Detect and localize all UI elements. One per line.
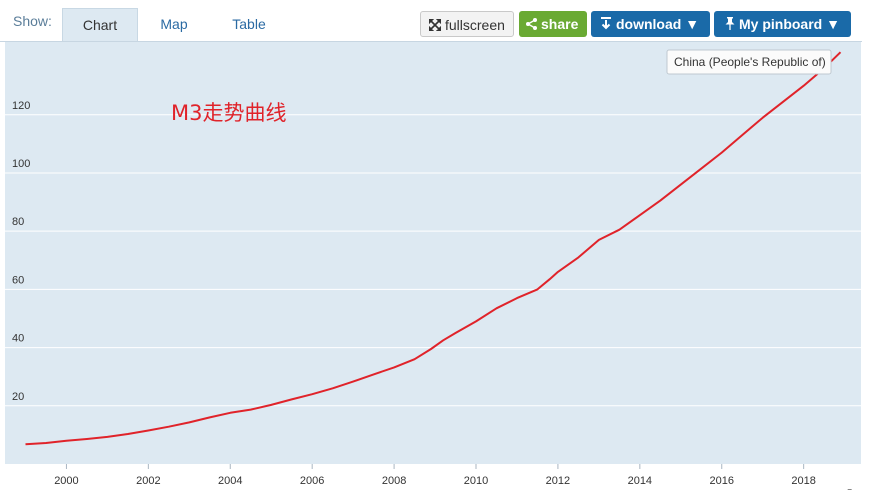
y-tick-label: 20 xyxy=(12,391,24,403)
x-tick-label: 2018 xyxy=(791,475,815,487)
grid-lines xyxy=(5,114,861,407)
share-label: share xyxy=(541,16,579,32)
x-tick-label: 2006 xyxy=(300,475,324,487)
x-tick-label: 2008 xyxy=(382,475,406,487)
x-tick-label: 2010 xyxy=(464,475,488,487)
x-tick-label: 2002 xyxy=(136,475,160,487)
legend-tooltip: China (People's Republic of) xyxy=(666,49,832,75)
y-tick-label: 120 xyxy=(12,100,30,112)
tab-chart[interactable]: Chart xyxy=(62,8,138,42)
series-line xyxy=(25,51,842,446)
pin-icon xyxy=(725,11,735,37)
x-tick-label: 2004 xyxy=(218,475,242,487)
chart-annotation: M3走势曲线 xyxy=(171,101,286,125)
x-axis: 2000 2002 2004 2006 2008 2010 2012 2014 2016 2018 xyxy=(54,464,816,487)
scroll-indicator: ‾ xyxy=(847,488,852,497)
pinboard-label: My pinboard xyxy=(739,16,823,32)
y-tick-label: 100 xyxy=(12,158,30,170)
chart-toolbar: Show: Chart Map Table fullscreen share d… xyxy=(0,0,869,42)
tab-table[interactable]: Table xyxy=(232,16,266,32)
pinboard-button[interactable]: My pinboard ▼ xyxy=(714,11,851,37)
series-group xyxy=(25,51,842,446)
x-tick-label: 2014 xyxy=(628,475,652,487)
caret-down-icon: ▼ xyxy=(826,16,840,32)
caret-down-icon: ▼ xyxy=(685,16,700,32)
fullscreen-label: fullscreen xyxy=(445,17,505,33)
y-tick-label: 40 xyxy=(12,333,24,345)
share-icon xyxy=(526,11,537,37)
x-tick-label: 2000 xyxy=(54,475,78,487)
x-tick-label: 2012 xyxy=(546,475,570,487)
tooltip-box xyxy=(666,49,832,75)
y-tick-label: 60 xyxy=(12,274,24,286)
tab-divider xyxy=(0,41,862,42)
tab-map[interactable]: Map xyxy=(160,16,188,32)
download-button[interactable]: download ▼ xyxy=(591,11,710,37)
show-label: Show: xyxy=(13,13,52,29)
download-arrow-icon xyxy=(600,11,612,37)
tooltip-label: China (People's Republic of) xyxy=(674,55,826,69)
download-label: download xyxy=(616,16,682,32)
share-button[interactable]: share xyxy=(519,11,587,37)
y-axis: 20 40 60 80 100 120 xyxy=(12,100,30,403)
y-tick-label: 80 xyxy=(12,216,24,228)
x-tick-label: 2016 xyxy=(710,475,734,487)
expand-arrows-icon xyxy=(428,12,442,38)
plot-area xyxy=(5,42,861,464)
fullscreen-button[interactable]: fullscreen xyxy=(420,11,514,37)
